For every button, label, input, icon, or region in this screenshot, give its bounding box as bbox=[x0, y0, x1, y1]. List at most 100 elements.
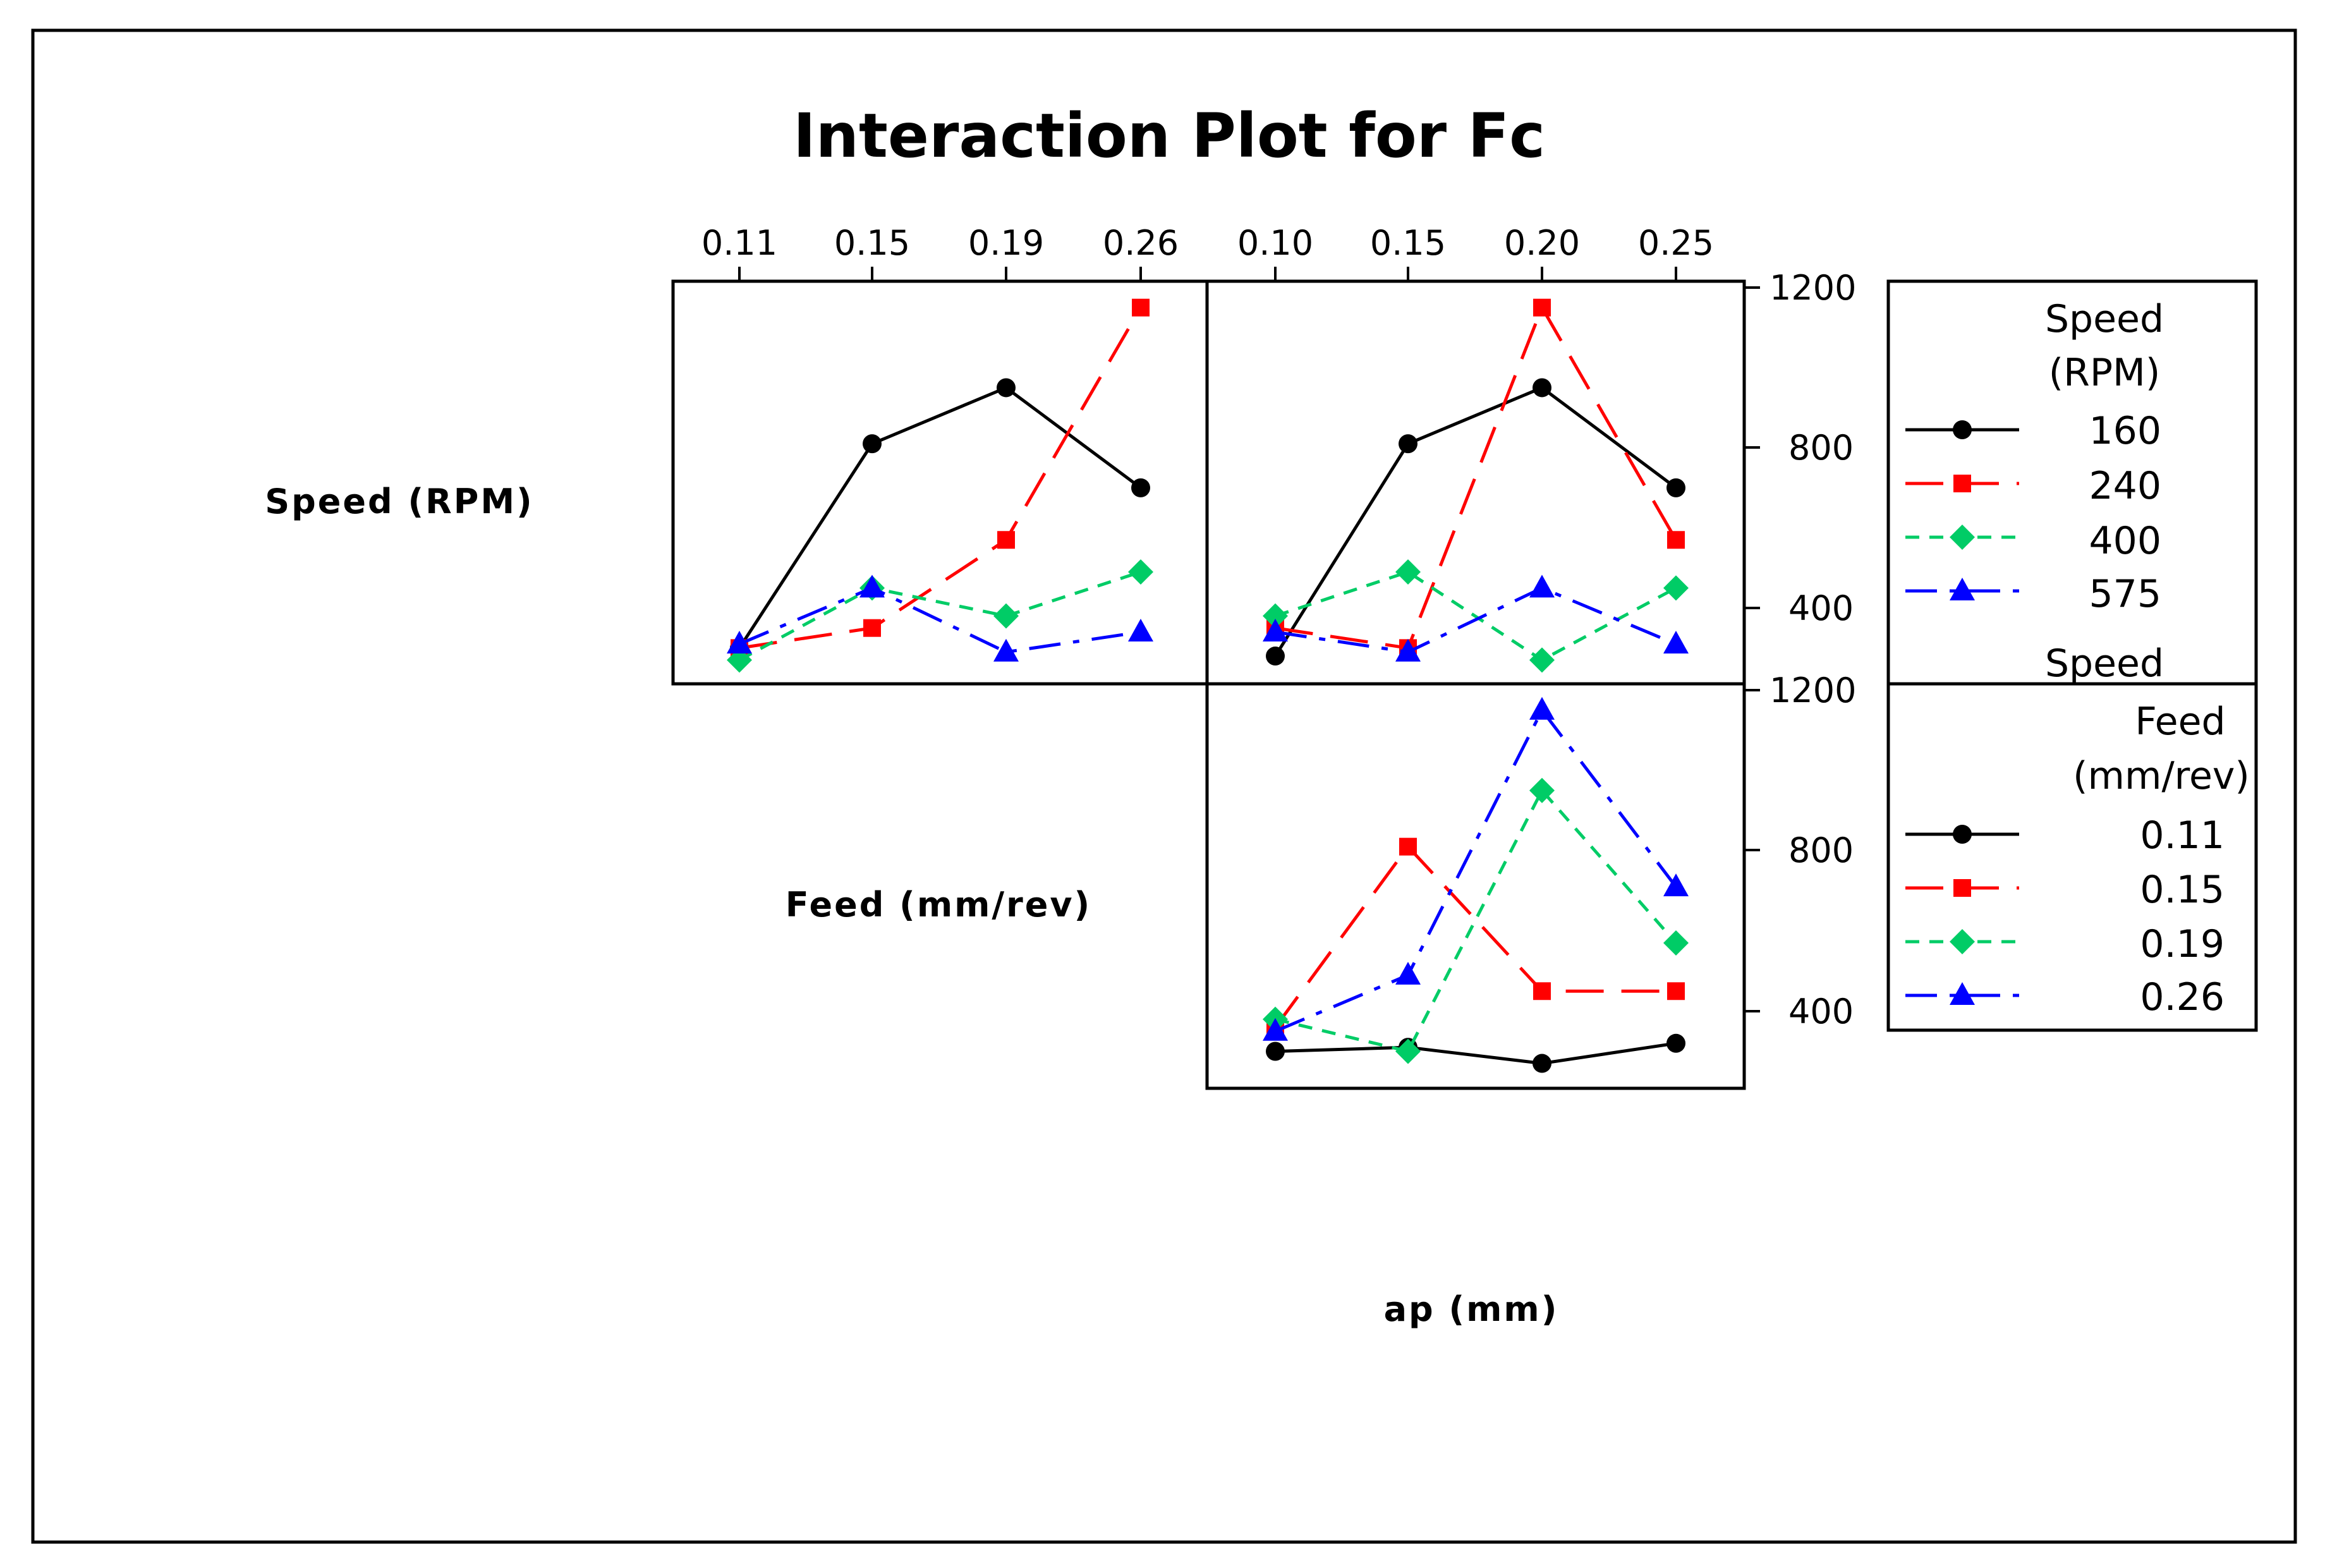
y-ticks-top: 1200 800 400 bbox=[1770, 268, 1856, 628]
data-point-240 bbox=[997, 531, 1015, 549]
data-point-160 bbox=[997, 378, 1016, 398]
legend-swatch-marker bbox=[1950, 578, 1975, 600]
panel-feed-vs-ap bbox=[1263, 696, 1689, 1073]
x-tick-marks bbox=[738, 267, 1677, 281]
data-point-160 bbox=[1666, 478, 1685, 497]
legend-speed: Speed (RPM) 160 240 400 575 Speed bbox=[1905, 297, 2164, 686]
series-line-0.11 bbox=[1275, 1042, 1677, 1066]
data-point-0.26 bbox=[1663, 873, 1689, 897]
x-tick-label: 0.26 bbox=[1103, 223, 1179, 263]
legend-swatch-marker bbox=[1950, 982, 1975, 1005]
legend-swatch-marker bbox=[1953, 825, 1972, 844]
data-point-240 bbox=[1132, 298, 1150, 317]
legend-swatch-marker bbox=[1953, 475, 1971, 492]
series-line-400 bbox=[738, 570, 1141, 662]
outer-frame bbox=[31, 28, 2297, 1544]
legend-speed-trailing: Speed bbox=[2045, 641, 2164, 686]
x-tick-label: 0.15 bbox=[1370, 223, 1446, 263]
data-point-575 bbox=[1263, 619, 1288, 642]
data-point-575 bbox=[993, 638, 1019, 662]
data-point-0.19 bbox=[1395, 1038, 1421, 1064]
legend-title-feed-line2: (mm/rev) bbox=[2073, 754, 2250, 798]
data-point-160 bbox=[1266, 647, 1285, 666]
data-point-0.19 bbox=[1529, 777, 1555, 803]
data-point-0.11 bbox=[1533, 1054, 1551, 1073]
legend-feed: Feed (mm/rev) 0.11 0.15 0.19 0.26 bbox=[1905, 700, 2250, 1019]
data-point-400 bbox=[1263, 603, 1288, 629]
legend-entry-label: 0.19 bbox=[2140, 922, 2225, 966]
data-point-400 bbox=[1663, 575, 1689, 601]
chart-title: Interaction Plot for Fc bbox=[793, 100, 1545, 171]
series-line-240 bbox=[739, 307, 1143, 650]
legend-swatch-marker bbox=[1953, 420, 1972, 439]
data-point-400 bbox=[993, 603, 1019, 629]
panel-frame-speed-vs-feed bbox=[671, 279, 1209, 686]
row-label-speed: Speed (RPM) bbox=[265, 482, 534, 521]
series-line-575 bbox=[1275, 586, 1677, 654]
series-line-240 bbox=[1275, 303, 1678, 650]
legend-entry-label: 160 bbox=[2089, 409, 2161, 453]
data-point-575 bbox=[1663, 631, 1689, 654]
legend-title-speed-line2: (RPM) bbox=[2049, 351, 2160, 395]
panel-speed-vs-ap bbox=[1263, 298, 1689, 673]
y-tick-label: 400 bbox=[1788, 588, 1854, 628]
series-line-0.15 bbox=[1273, 844, 1676, 1028]
data-point-400 bbox=[1395, 559, 1421, 585]
data-point-0.11 bbox=[1666, 1033, 1685, 1053]
data-point-0.26 bbox=[1395, 961, 1421, 985]
series-line-0.19 bbox=[1275, 787, 1677, 1054]
data-point-575 bbox=[727, 631, 752, 654]
x-tick-label: 0.10 bbox=[1237, 223, 1313, 263]
data-point-160 bbox=[1399, 434, 1417, 454]
y-tick-label: 400 bbox=[1788, 992, 1854, 1031]
panel-frame-feed-vs-ap bbox=[1205, 682, 1746, 1090]
series-layer bbox=[727, 298, 1689, 1073]
legend-speed-swatches bbox=[1905, 420, 2019, 600]
data-point-160 bbox=[863, 434, 882, 454]
y-tick-marks bbox=[1744, 286, 1760, 1012]
series-line-0.26 bbox=[1275, 707, 1677, 1033]
x-tick-label: 0.11 bbox=[701, 223, 777, 263]
data-point-0.11 bbox=[1266, 1042, 1285, 1061]
x-ticks-ap: 0.10 0.15 0.20 0.25 bbox=[1237, 223, 1714, 263]
legend-entry-label: 240 bbox=[2089, 464, 2161, 508]
legend-title-feed-line1: Feed bbox=[2135, 700, 2225, 744]
legend-swatch-marker bbox=[1950, 929, 1975, 954]
data-point-400 bbox=[1529, 647, 1555, 673]
legend-swatch-marker bbox=[1953, 879, 1971, 897]
y-tick-label: 800 bbox=[1788, 428, 1854, 468]
x-tick-label: 0.25 bbox=[1638, 223, 1714, 263]
legend-entry-label: 0.26 bbox=[2140, 975, 2225, 1019]
legend-entry-label: 0.15 bbox=[2140, 868, 2225, 912]
series-line-575 bbox=[739, 586, 1141, 654]
legend-frame-feed bbox=[1886, 682, 2258, 1032]
data-point-0.15 bbox=[1667, 982, 1685, 1000]
data-point-400 bbox=[1128, 559, 1153, 585]
data-point-575 bbox=[1128, 619, 1153, 642]
x-axis-label: ap (mm) bbox=[1384, 1289, 1559, 1329]
y-tick-label: 1200 bbox=[1770, 268, 1856, 308]
legend-entry-label: 0.11 bbox=[2140, 813, 2225, 858]
data-point-0.26 bbox=[1263, 1018, 1288, 1041]
legend-frame-speed bbox=[1886, 279, 2258, 686]
x-tick-label: 0.19 bbox=[968, 223, 1044, 263]
legend-swatch-marker bbox=[1950, 525, 1975, 550]
x-ticks-feed: 0.11 0.15 0.19 0.26 bbox=[701, 223, 1179, 263]
data-point-0.26 bbox=[1529, 696, 1555, 720]
data-point-0.15 bbox=[1399, 837, 1417, 856]
data-point-575 bbox=[859, 574, 885, 598]
legend-entry-label: 575 bbox=[2089, 572, 2161, 616]
series-line-400 bbox=[1275, 570, 1677, 662]
data-point-240 bbox=[863, 619, 881, 637]
panel-speed-vs-feed bbox=[727, 298, 1153, 673]
data-point-160 bbox=[1131, 478, 1150, 497]
x-tick-label: 0.20 bbox=[1504, 223, 1580, 263]
panel-frame-speed-vs-ap bbox=[1205, 279, 1746, 686]
data-point-575 bbox=[1529, 574, 1555, 598]
data-point-240 bbox=[1667, 531, 1685, 549]
y-tick-label: 1200 bbox=[1770, 671, 1856, 710]
data-point-160 bbox=[1533, 378, 1551, 398]
legend-title-speed-line1: Speed bbox=[2045, 297, 2164, 341]
